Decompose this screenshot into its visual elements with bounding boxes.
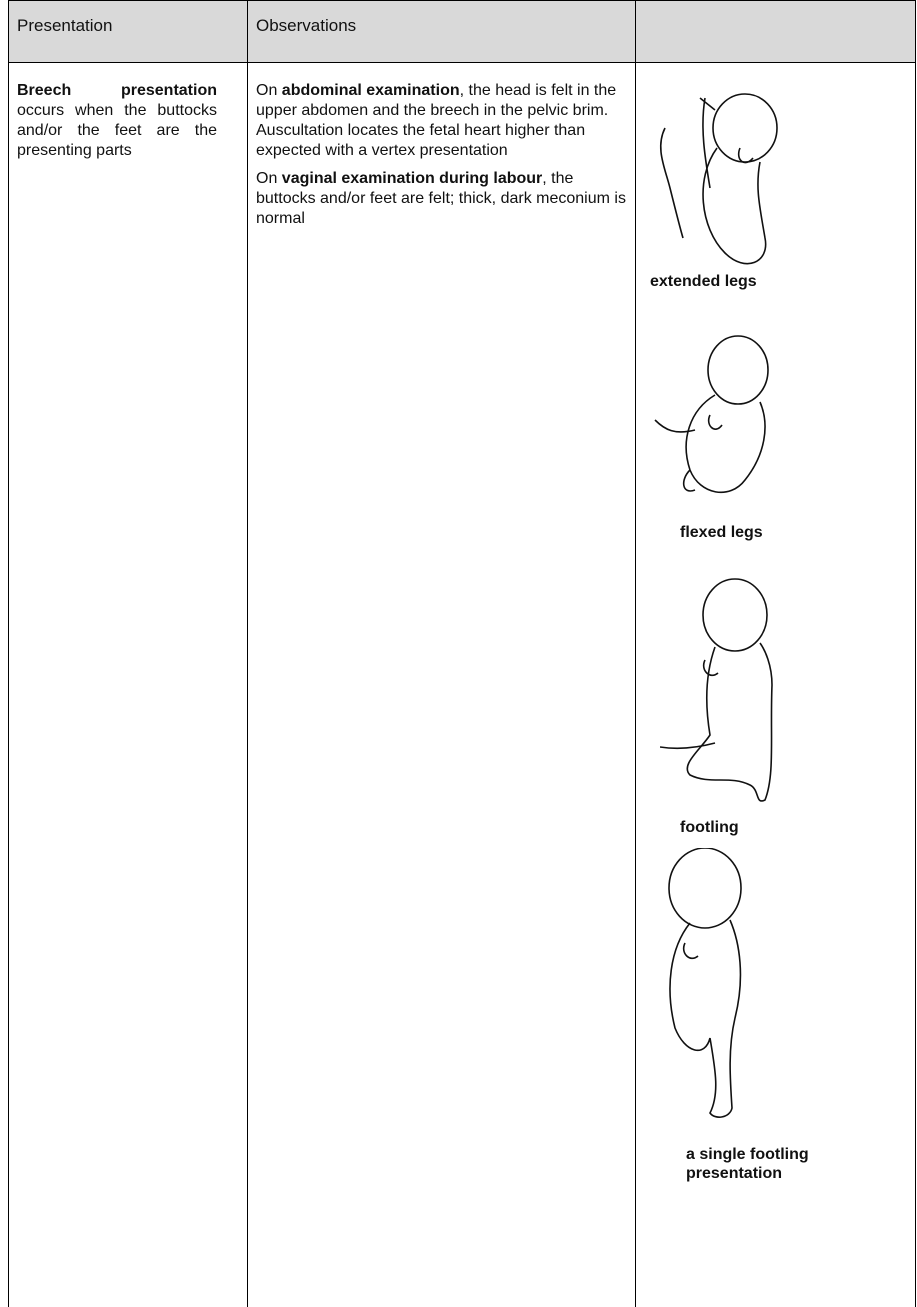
header-cell: Presentation <box>17 16 113 35</box>
text: , the head is felt in the upper abdomen … <box>256 82 617 159</box>
observations-cell: On abdominal examination, the head is fe… <box>256 81 628 237</box>
illustration <box>654 335 769 494</box>
term: Breech presentation <box>17 82 217 99</box>
term: abdominal examination <box>281 82 460 99</box>
border <box>8 0 915 1</box>
border <box>247 0 248 1307</box>
illustration <box>668 848 742 1118</box>
caption: extended legs <box>650 273 757 290</box>
illustration <box>660 578 773 802</box>
caption: flexed legs <box>680 524 763 541</box>
presentation-cell: Breech presentation occurs when the butt… <box>17 81 217 161</box>
header-row <box>8 0 915 62</box>
header-cell: Observations <box>256 16 357 35</box>
text: On <box>256 170 278 187</box>
border <box>8 62 915 63</box>
border <box>8 0 9 1307</box>
definition: occurs when the buttocks and/or the feet… <box>17 102 217 159</box>
paragraph: On abdominal examination, the head is fe… <box>256 81 628 161</box>
border <box>915 0 916 1307</box>
illustration <box>659 93 778 265</box>
text: On <box>256 82 278 99</box>
term: vaginal examination during labour <box>281 170 543 187</box>
paragraph: On vaginal examination during labour, th… <box>256 169 628 229</box>
caption: a single footling presentation <box>686 1146 809 1182</box>
border <box>635 0 636 1307</box>
text: , the buttocks and/or feet are felt; thi… <box>256 170 626 227</box>
caption: footling <box>680 819 739 836</box>
